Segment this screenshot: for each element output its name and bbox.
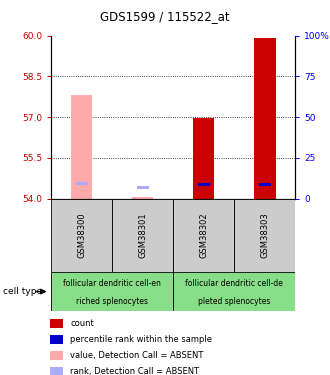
Bar <box>234 199 295 272</box>
Text: rank, Detection Call = ABSENT: rank, Detection Call = ABSENT <box>70 366 199 375</box>
Bar <box>50 351 63 360</box>
Text: GSM38301: GSM38301 <box>138 213 147 258</box>
Text: cell type: cell type <box>3 287 43 296</box>
Text: percentile rank within the sample: percentile rank within the sample <box>70 334 212 344</box>
Text: GSM38302: GSM38302 <box>199 213 208 258</box>
Bar <box>173 199 234 272</box>
Text: GSM38300: GSM38300 <box>77 213 86 258</box>
Bar <box>71 96 92 199</box>
Bar <box>137 186 149 189</box>
Text: count: count <box>70 319 94 328</box>
Bar <box>193 118 214 199</box>
Bar <box>173 272 295 311</box>
Bar <box>76 182 88 185</box>
Bar <box>259 183 271 186</box>
Text: follicular dendritic cell-de: follicular dendritic cell-de <box>185 279 283 288</box>
Bar <box>51 272 173 311</box>
Bar <box>132 197 153 199</box>
Bar <box>50 334 63 344</box>
Text: riched splenocytes: riched splenocytes <box>76 297 148 306</box>
Text: pleted splenocytes: pleted splenocytes <box>198 297 271 306</box>
Bar <box>50 366 63 375</box>
Text: follicular dendritic cell-en: follicular dendritic cell-en <box>63 279 161 288</box>
Bar <box>50 319 63 328</box>
Bar <box>51 199 112 272</box>
Text: GSM38303: GSM38303 <box>260 212 269 258</box>
Text: GDS1599 / 115522_at: GDS1599 / 115522_at <box>100 10 230 23</box>
Bar <box>254 38 276 199</box>
Bar <box>112 199 173 272</box>
Text: value, Detection Call = ABSENT: value, Detection Call = ABSENT <box>70 351 204 360</box>
Bar <box>198 183 210 186</box>
